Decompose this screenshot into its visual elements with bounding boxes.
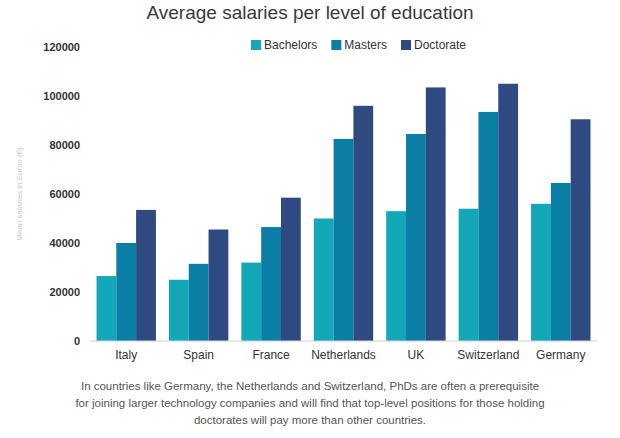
x-tick-label: UK — [408, 348, 425, 362]
y-tick-label: 20000 — [49, 286, 80, 298]
legend-swatch — [331, 40, 341, 50]
x-tick-label: Spain — [183, 348, 214, 362]
y-tick-label: 80000 — [49, 139, 80, 151]
y-tick-label: 0 — [74, 335, 80, 347]
bar — [116, 243, 136, 341]
legend-label: Bachelors — [264, 38, 317, 52]
bar — [498, 84, 518, 341]
chart: Average salaries per level of education M… — [0, 0, 620, 438]
x-tick-label: France — [252, 348, 290, 362]
legend-swatch — [251, 40, 261, 50]
bar — [459, 209, 479, 341]
y-tick-label: 100000 — [43, 90, 80, 102]
annotation: doctorates will pay more than other coun… — [194, 414, 426, 426]
bars — [97, 84, 591, 341]
bar — [189, 264, 209, 341]
bar — [334, 139, 354, 341]
legend-swatch — [401, 40, 411, 50]
x-tick-label: Netherlands — [311, 348, 376, 362]
bar — [426, 87, 446, 341]
bar — [209, 230, 229, 341]
x-tick-label: Germany — [536, 348, 585, 362]
y-tick-label: 60000 — [49, 188, 80, 200]
y-tick-label: 40000 — [49, 237, 80, 249]
legend-label: Doctorate — [414, 38, 466, 52]
bar — [241, 263, 261, 341]
bar — [314, 219, 334, 342]
x-tick-label: Switzerland — [457, 348, 519, 362]
x-tick-label: Italy — [115, 348, 137, 362]
x-axis-line — [90, 341, 597, 342]
bar — [531, 204, 551, 341]
bar — [386, 211, 406, 341]
y-tick-label: 120000 — [43, 41, 80, 53]
y-axis-label: Mean salaries in Euros (€) — [15, 147, 24, 241]
legend: Bachelors Masters Doctorate — [251, 38, 466, 52]
bar — [571, 119, 591, 341]
bar — [353, 106, 373, 341]
bar — [261, 227, 281, 341]
bar — [406, 134, 426, 341]
bar — [281, 198, 301, 341]
bar — [478, 112, 498, 341]
title: Average salaries per level of education — [146, 2, 473, 23]
legend-label: Masters — [344, 38, 387, 52]
annotation: for joining larger technology companies … — [75, 397, 544, 409]
bar — [97, 276, 117, 341]
bar — [136, 210, 156, 341]
bar — [551, 183, 571, 341]
bar — [169, 280, 189, 341]
annotation: In countries like Germany, the Netherlan… — [81, 380, 539, 392]
